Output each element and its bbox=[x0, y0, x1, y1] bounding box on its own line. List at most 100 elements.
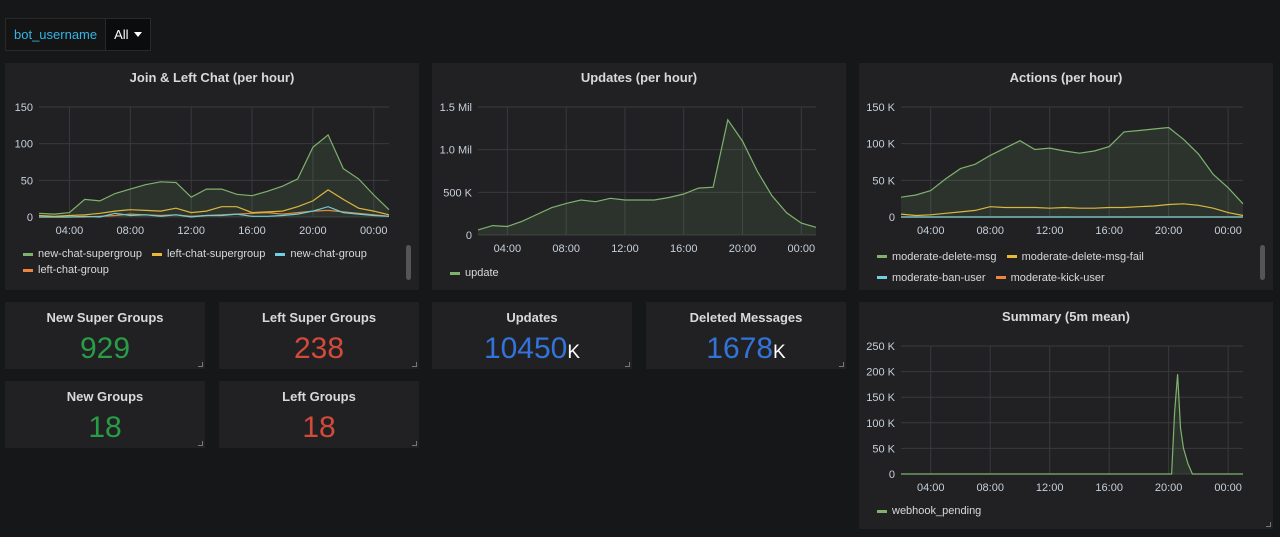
y-tick-label: 0 bbox=[27, 212, 33, 224]
chart-legend: update bbox=[450, 267, 830, 279]
legend-item[interactable]: update bbox=[450, 267, 499, 279]
resize-handle-icon[interactable] bbox=[839, 362, 844, 367]
panel-title[interactable]: Join & Left Chat (per hour) bbox=[129, 70, 295, 85]
stat-suffix: K bbox=[567, 342, 581, 363]
y-tick-label: 1.0 Mil bbox=[440, 145, 472, 157]
series-line-new-chat-group bbox=[39, 206, 390, 218]
legend-label: new-chat-supergroup bbox=[38, 248, 142, 260]
resize-handle-icon[interactable] bbox=[1266, 522, 1271, 527]
resize-handle-icon[interactable] bbox=[412, 362, 417, 367]
legend-item[interactable]: left-chat-group bbox=[23, 264, 109, 276]
y-tick-label: 150 K bbox=[866, 392, 895, 404]
chart-legend: webhook_pending bbox=[877, 505, 1257, 517]
legend-item[interactable]: moderate-delete-msg-fail bbox=[1006, 248, 1144, 265]
legend-label: update bbox=[465, 267, 499, 279]
stat-deleted-messages[interactable]: Deleted Messages 1678K bbox=[646, 302, 846, 369]
stat-value: 1678K bbox=[706, 332, 786, 365]
legend-swatch bbox=[877, 509, 887, 513]
legend-scrollbar[interactable] bbox=[406, 245, 411, 280]
legend-scrollbar[interactable] bbox=[1260, 245, 1265, 280]
panel-updates[interactable]: Updates (per hour) 0 500 K 1.0 Mil 1.5 Mil 0… bbox=[432, 63, 846, 290]
panel-title[interactable]: Summary (5m mean) bbox=[1002, 309, 1130, 324]
legend-item[interactable]: moderate-ban-user bbox=[877, 269, 986, 286]
x-tick-label: 20:00 bbox=[729, 243, 757, 255]
y-tick-label: 100 bbox=[15, 139, 33, 151]
legend-label: left-chat-group bbox=[38, 264, 109, 276]
stat-value: 10450K bbox=[483, 332, 581, 365]
x-tick-label: 08:00 bbox=[976, 482, 1004, 494]
y-tick-label: 50 bbox=[21, 175, 33, 187]
series-area bbox=[901, 374, 1243, 474]
series-area bbox=[478, 119, 816, 235]
resize-handle-icon[interactable] bbox=[198, 362, 203, 367]
x-tick-label: 04:00 bbox=[917, 225, 945, 237]
x-tick-label: 16:00 bbox=[1095, 225, 1123, 237]
variable-select[interactable]: All bbox=[106, 18, 151, 51]
legend-swatch bbox=[275, 252, 286, 256]
chart-legend: new-chat-supergroup left-chat-supergroup n… bbox=[23, 248, 403, 276]
y-tick-label: 50 K bbox=[872, 443, 895, 455]
y-tick-label: 0 bbox=[466, 230, 472, 242]
legend-item[interactable]: new-chat-supergroup bbox=[23, 248, 142, 260]
legend-item[interactable]: moderate-delete-msg bbox=[877, 248, 997, 265]
x-tick-label: 16:00 bbox=[238, 225, 266, 237]
y-tick-label: 0 bbox=[889, 212, 895, 224]
resize-handle-icon[interactable] bbox=[625, 362, 630, 367]
x-tick-label: 20:00 bbox=[1155, 225, 1183, 237]
legend-label: moderate-delete-msg-fail bbox=[1021, 250, 1144, 263]
legend-item[interactable]: webhook_pending bbox=[877, 505, 981, 517]
stat-title: Updates bbox=[506, 310, 558, 325]
panel-join-left-chat[interactable]: Join & Left Chat (per hour) 0 50 100 150 04:… bbox=[5, 63, 419, 290]
stat-new-groups[interactable]: New Groups 18 bbox=[5, 381, 205, 448]
series-line-update bbox=[477, 118, 817, 231]
legend-label: moderate-kick-user bbox=[1010, 271, 1105, 284]
panel-title[interactable]: Actions (per hour) bbox=[1009, 70, 1123, 85]
series-line-left-chat-supergroup bbox=[38, 189, 390, 217]
x-tick-label: 00:00 bbox=[788, 243, 816, 255]
stat-title: Left Groups bbox=[282, 389, 356, 404]
stat-title: New Groups bbox=[66, 389, 144, 404]
caret-down-icon bbox=[133, 32, 142, 37]
x-tick-label: 12:00 bbox=[1036, 482, 1064, 494]
stat-updates[interactable]: Updates 10450K bbox=[432, 302, 632, 369]
x-tick-label: 20:00 bbox=[1155, 482, 1183, 494]
updates-chart: 0 500 K 1.0 Mil 1.5 Mil 04:00 08:00 12:00 16:00… bbox=[440, 102, 817, 255]
variable-value: All bbox=[114, 27, 129, 42]
y-tick-label: 100 K bbox=[866, 139, 895, 151]
stat-value: 18 bbox=[88, 411, 122, 444]
y-tick-label: 200 K bbox=[866, 367, 895, 379]
legend-label: left-chat-supergroup bbox=[166, 248, 266, 260]
resize-handle-icon[interactable] bbox=[198, 441, 203, 446]
stat-value: 929 bbox=[79, 332, 131, 365]
legend-label: new-chat-group bbox=[290, 248, 367, 260]
variable-label: bot_username bbox=[5, 18, 107, 51]
legend-item[interactable]: moderate-kick-user bbox=[995, 269, 1105, 286]
x-tick-label: 00:00 bbox=[360, 225, 388, 237]
series-line-webhook_pending bbox=[901, 374, 1243, 475]
y-tick-label: 500 K bbox=[443, 187, 472, 199]
x-tick-label: 16:00 bbox=[670, 243, 698, 255]
panel-actions[interactable]: Actions (per hour) 0 50 K 100 K 150 K 04:00 0… bbox=[859, 63, 1273, 290]
legend-swatch bbox=[877, 255, 887, 258]
legend-item[interactable]: left-chat-supergroup bbox=[151, 248, 266, 260]
legend-label: moderate-ban-user bbox=[892, 271, 986, 284]
stat-left-groups[interactable]: Left Groups 18 bbox=[219, 381, 419, 448]
x-tick-label: 08:00 bbox=[976, 225, 1004, 237]
series-line-new-chat-supergroup bbox=[38, 133, 390, 215]
stat-new-super-groups[interactable]: New Super Groups 929 bbox=[5, 302, 205, 369]
panel-summary[interactable]: Summary (5m mean) 0 50 K 100 K 150 K 200 K 25… bbox=[859, 302, 1273, 529]
legend-swatch bbox=[151, 252, 162, 256]
series-area bbox=[901, 127, 1243, 217]
stat-title: Left Super Groups bbox=[261, 310, 377, 325]
x-tick-label: 04:00 bbox=[494, 243, 522, 255]
x-tick-label: 08:00 bbox=[552, 243, 580, 255]
x-tick-label: 00:00 bbox=[1214, 482, 1242, 494]
legend-item[interactable]: new-chat-group bbox=[275, 248, 367, 260]
series-area bbox=[39, 134, 389, 217]
legend-swatch bbox=[23, 268, 33, 272]
stat-left-super-groups[interactable]: Left Super Groups 238 bbox=[219, 302, 419, 369]
resize-handle-icon[interactable] bbox=[412, 441, 417, 446]
y-tick-label: 0 bbox=[889, 469, 895, 481]
panel-title[interactable]: Updates (per hour) bbox=[580, 70, 698, 85]
legend-swatch bbox=[450, 271, 460, 275]
